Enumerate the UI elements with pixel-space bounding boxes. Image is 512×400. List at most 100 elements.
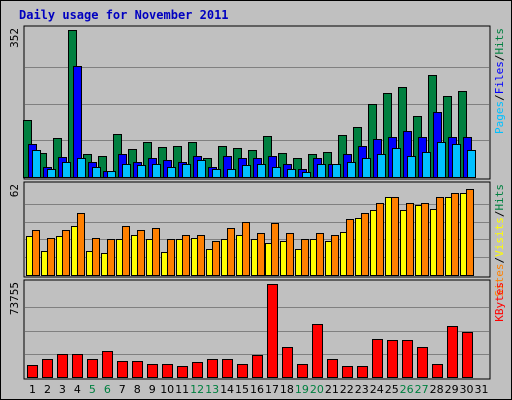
legend-files: Files xyxy=(493,61,506,94)
bar-visits-sites-7 xyxy=(122,226,130,276)
x-tick-label-18: 18 xyxy=(280,383,294,396)
bar-requests-pages-24 xyxy=(377,154,386,178)
x-tick-label-13: 13 xyxy=(205,383,219,396)
bar-requests-pages-13 xyxy=(212,169,221,178)
x-tick-label-4: 4 xyxy=(74,383,81,396)
max-label-requests: 352 xyxy=(8,28,21,48)
x-tick-label-3: 3 xyxy=(59,383,66,396)
x-tick-label-14: 14 xyxy=(220,383,234,396)
x-tick-label-26: 26 xyxy=(400,383,414,396)
max-label-visits: 62 xyxy=(8,184,21,197)
x-tick-label-21: 21 xyxy=(325,383,339,396)
bar-visits-sites-2 xyxy=(47,238,55,276)
bar-requests-pages-12 xyxy=(197,160,206,178)
x-tick-label-12: 12 xyxy=(190,383,204,396)
bar-requests-pages-10 xyxy=(167,167,176,178)
chart-title: Daily usage for November 2011 xyxy=(19,8,229,22)
bar-requests-pages-20 xyxy=(317,164,326,178)
x-tick-label-23: 23 xyxy=(355,383,369,396)
x-tick-label-10: 10 xyxy=(160,383,174,396)
bar-requests-pages-21 xyxy=(332,164,341,178)
bar-visits-sites-17 xyxy=(271,223,279,276)
bar-requests-pages-18 xyxy=(287,169,296,178)
bar-requests-pages-25 xyxy=(392,148,401,178)
bar-kbytes-kbytes-20 xyxy=(312,324,323,378)
bar-visits-sites-25 xyxy=(391,197,399,276)
bar-requests-pages-14 xyxy=(227,169,236,178)
legend-kbytes: KBytes xyxy=(493,282,506,322)
bar-kbytes-kbytes-8 xyxy=(132,361,143,378)
bar-kbytes-kbytes-24 xyxy=(372,339,383,378)
bar-requests-hits-19 xyxy=(293,158,302,178)
bar-kbytes-kbytes-3 xyxy=(57,354,68,378)
bar-requests-pages-9 xyxy=(152,164,161,178)
bar-visits-sites-29 xyxy=(451,193,459,276)
bar-kbytes-kbytes-2 xyxy=(42,359,53,378)
bar-kbytes-kbytes-19 xyxy=(297,364,308,378)
bar-kbytes-kbytes-25 xyxy=(387,340,398,378)
x-tick-label-28: 28 xyxy=(430,383,444,396)
bar-visits-sites-5 xyxy=(92,238,100,276)
bar-visits-sites-14 xyxy=(227,228,235,276)
x-tick-label-9: 9 xyxy=(149,383,156,396)
bar-visits-sites-13 xyxy=(212,241,220,276)
bar-requests-pages-3 xyxy=(62,162,71,178)
bar-kbytes-kbytes-22 xyxy=(342,366,353,378)
bar-kbytes-kbytes-18 xyxy=(282,347,293,378)
bar-requests-pages-19 xyxy=(302,172,311,178)
legend-visits: Visits xyxy=(493,217,506,257)
x-tick-label-11: 11 xyxy=(175,383,189,396)
bar-requests-pages-27 xyxy=(422,152,431,178)
bar-kbytes-kbytes-7 xyxy=(117,361,128,378)
bar-kbytes-kbytes-30 xyxy=(462,332,473,378)
bar-kbytes-kbytes-26 xyxy=(402,340,413,378)
bar-visits-sites-8 xyxy=(137,230,145,276)
bar-requests-pages-17 xyxy=(272,167,281,178)
legend-pages: Pages xyxy=(493,101,506,134)
bar-visits-sites-26 xyxy=(406,203,414,276)
x-tick-label-31: 31 xyxy=(475,383,489,396)
bar-visits-sites-11 xyxy=(182,235,190,276)
bar-visits-sites-18 xyxy=(286,233,294,276)
legend-sites: Sites xyxy=(493,264,506,297)
bar-kbytes-kbytes-10 xyxy=(162,364,173,378)
bar-requests-hits-30 xyxy=(458,91,467,178)
bar-requests-hits-25 xyxy=(383,93,392,178)
x-tick-label-22: 22 xyxy=(340,383,354,396)
bar-kbytes-kbytes-9 xyxy=(147,364,158,378)
bar-requests-pages-26 xyxy=(407,156,416,178)
bar-requests-pages-30 xyxy=(467,150,476,178)
bar-requests-pages-22 xyxy=(347,162,356,178)
x-tick-label-5: 5 xyxy=(89,383,96,396)
max-label-kbytes: 73755 xyxy=(8,282,21,315)
bar-requests-pages-16 xyxy=(257,164,266,178)
bar-visits-sites-3 xyxy=(62,230,70,276)
bar-kbytes-kbytes-29 xyxy=(447,326,458,378)
legend-visits: Sites/Visits/Hits xyxy=(493,184,506,297)
bar-visits-sites-28 xyxy=(436,197,444,276)
bar-visits-sites-21 xyxy=(331,235,339,276)
bar-requests-pages-29 xyxy=(452,144,461,178)
bar-visits-sites-4 xyxy=(77,213,85,276)
x-tick-label-27: 27 xyxy=(415,383,429,396)
bar-visits-sites-30 xyxy=(466,189,474,276)
x-tick-label-29: 29 xyxy=(445,383,459,396)
legend-hits: Hits xyxy=(493,28,506,55)
bar-visits-sites-22 xyxy=(346,219,354,276)
x-tick-label-17: 17 xyxy=(265,383,279,396)
bar-visits-sites-6 xyxy=(107,239,115,276)
bar-requests-pages-8 xyxy=(137,165,146,178)
bar-kbytes-kbytes-16 xyxy=(252,355,263,378)
bar-requests-pages-28 xyxy=(437,142,446,178)
bar-requests-pages-4 xyxy=(77,158,86,178)
bar-kbytes-kbytes-5 xyxy=(87,359,98,378)
bar-kbytes-kbytes-14 xyxy=(222,359,233,378)
bar-kbytes-kbytes-1 xyxy=(27,365,38,378)
bar-visits-sites-20 xyxy=(316,233,324,276)
x-tick-label-25: 25 xyxy=(385,383,399,396)
bar-kbytes-kbytes-11 xyxy=(177,366,188,378)
bar-visits-sites-1 xyxy=(32,230,40,276)
bar-kbytes-kbytes-21 xyxy=(327,359,338,378)
bar-visits-sites-19 xyxy=(301,239,309,276)
